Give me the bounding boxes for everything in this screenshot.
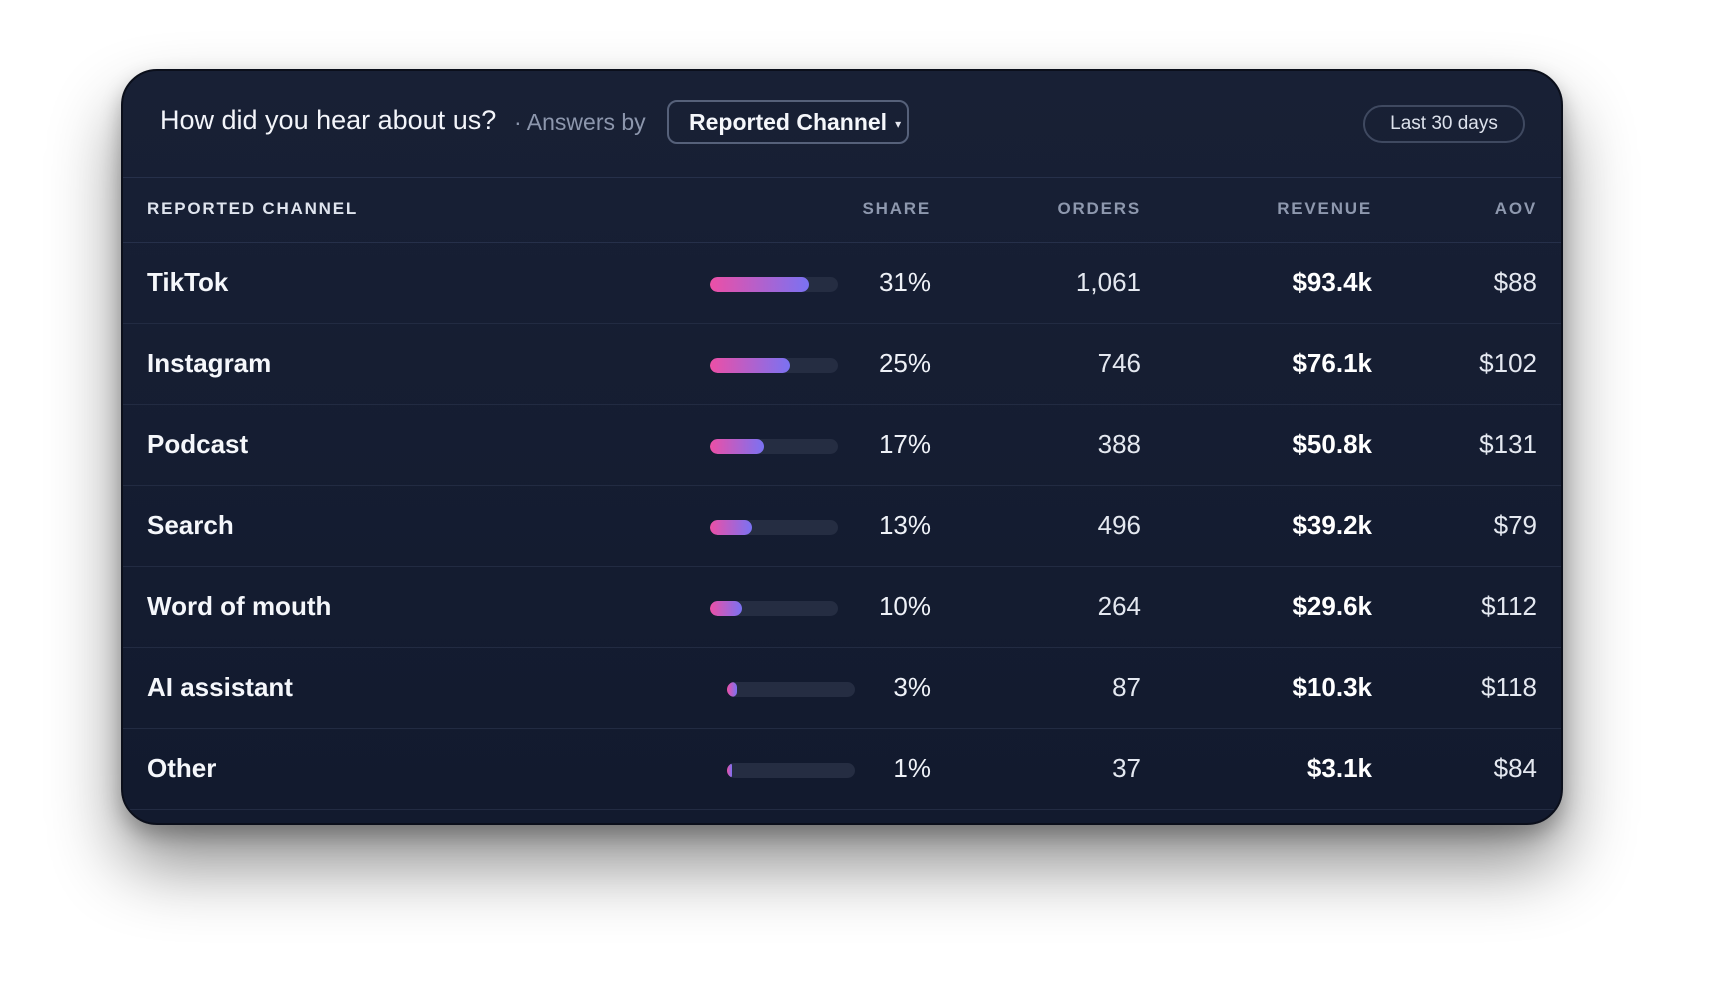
- revenue-value: $39.2k: [1292, 510, 1372, 540]
- share-bar: [710, 601, 838, 616]
- aov-value: $84: [1493, 753, 1537, 783]
- aov-value: $118: [1481, 672, 1537, 702]
- share-bar: [710, 520, 838, 535]
- table-body: TikTok 31% 1,061 $93.4k $88 Instagram 25…: [123, 243, 1561, 810]
- orders-value: 37: [1112, 753, 1141, 783]
- aov-value: $79: [1493, 510, 1537, 540]
- group-by-dropdown[interactable]: Reported Channel ▾: [667, 100, 909, 144]
- channel-name: Podcast: [147, 429, 249, 459]
- orders-value: 496: [1097, 510, 1141, 540]
- revenue-value: $3.1k: [1306, 753, 1372, 783]
- date-range-label: Last 30 days: [1390, 113, 1498, 134]
- share-value: 13%: [878, 510, 931, 540]
- column-header-revenue: REVENUE: [1277, 199, 1372, 218]
- share-value: 10%: [878, 591, 931, 621]
- channel-name: AI assistant: [147, 672, 293, 702]
- date-range-button[interactable]: Last 30 days: [1363, 105, 1525, 143]
- survey-card: How did you hear about us? · Answers by …: [121, 69, 1563, 825]
- share-value: 25%: [878, 348, 931, 378]
- revenue-value: $76.1k: [1292, 348, 1372, 378]
- share-bar-fill: [710, 520, 752, 535]
- table-row[interactable]: Instagram 25% 746 $76.1k $102: [123, 324, 1561, 405]
- channel-name: Word of mouth: [147, 591, 332, 621]
- channel-name: Other: [147, 753, 217, 783]
- column-header-aov: AOV: [1494, 199, 1537, 218]
- share-bar: [727, 682, 855, 697]
- share-bar: [710, 277, 838, 292]
- aov-value: $88: [1493, 267, 1537, 297]
- share-bar-fill: [710, 439, 765, 454]
- revenue-value: $10.3k: [1292, 672, 1372, 702]
- share-bar: [710, 358, 838, 373]
- orders-value: 264: [1097, 591, 1141, 621]
- share-bar: [727, 763, 855, 778]
- share-value: 1%: [893, 753, 931, 783]
- share-bar-fill: [710, 277, 810, 292]
- share-bar-fill: [727, 682, 737, 697]
- card-title: How did you hear about us?: [160, 105, 497, 135]
- header-divider: [123, 242, 1561, 243]
- channel-name: Instagram: [147, 348, 272, 378]
- table-row[interactable]: Other 1% 37 $3.1k $84: [123, 729, 1561, 810]
- chevron-down-icon: ▾: [895, 117, 902, 131]
- share-bar-fill: [710, 601, 742, 616]
- column-header-share: SHARE: [862, 199, 931, 218]
- table-row[interactable]: Podcast 17% 388 $50.8k $131: [123, 405, 1561, 486]
- card-subtitle: · Answers by: [514, 109, 646, 135]
- orders-value: 746: [1097, 348, 1141, 378]
- table-row[interactable]: Search 13% 496 $39.2k $79: [123, 486, 1561, 567]
- orders-value: 388: [1097, 429, 1141, 459]
- share-bar: [710, 439, 838, 454]
- channel-name: TikTok: [147, 267, 229, 297]
- aov-value: $102: [1479, 348, 1537, 378]
- share-value: 3%: [893, 672, 931, 702]
- orders-value: 1,061: [1075, 267, 1141, 297]
- aov-value: $131: [1479, 429, 1537, 459]
- share-value: 31%: [878, 267, 931, 297]
- column-header-channel: REPORTED CHANNEL: [147, 199, 359, 218]
- aov-value: $112: [1481, 591, 1537, 621]
- revenue-value: $50.8k: [1292, 429, 1372, 459]
- share-bar-fill: [710, 358, 790, 373]
- table-row[interactable]: TikTok 31% 1,061 $93.4k $88: [123, 243, 1561, 324]
- column-header-orders: ORDERS: [1057, 199, 1141, 218]
- revenue-value: $29.6k: [1292, 591, 1372, 621]
- orders-value: 87: [1112, 672, 1141, 702]
- group-by-value: Reported Channel: [689, 108, 888, 135]
- channel-name: Search: [147, 510, 234, 540]
- share-bar-fill: [727, 763, 733, 778]
- revenue-value: $93.4k: [1292, 267, 1372, 297]
- share-value: 17%: [878, 429, 931, 459]
- table-row[interactable]: AI assistant 3% 87 $10.3k $118: [123, 648, 1561, 729]
- card-header: How did you hear about us? · Answers by …: [123, 71, 1561, 178]
- table-row[interactable]: Word of mouth 10% 264 $29.6k $112: [123, 567, 1561, 648]
